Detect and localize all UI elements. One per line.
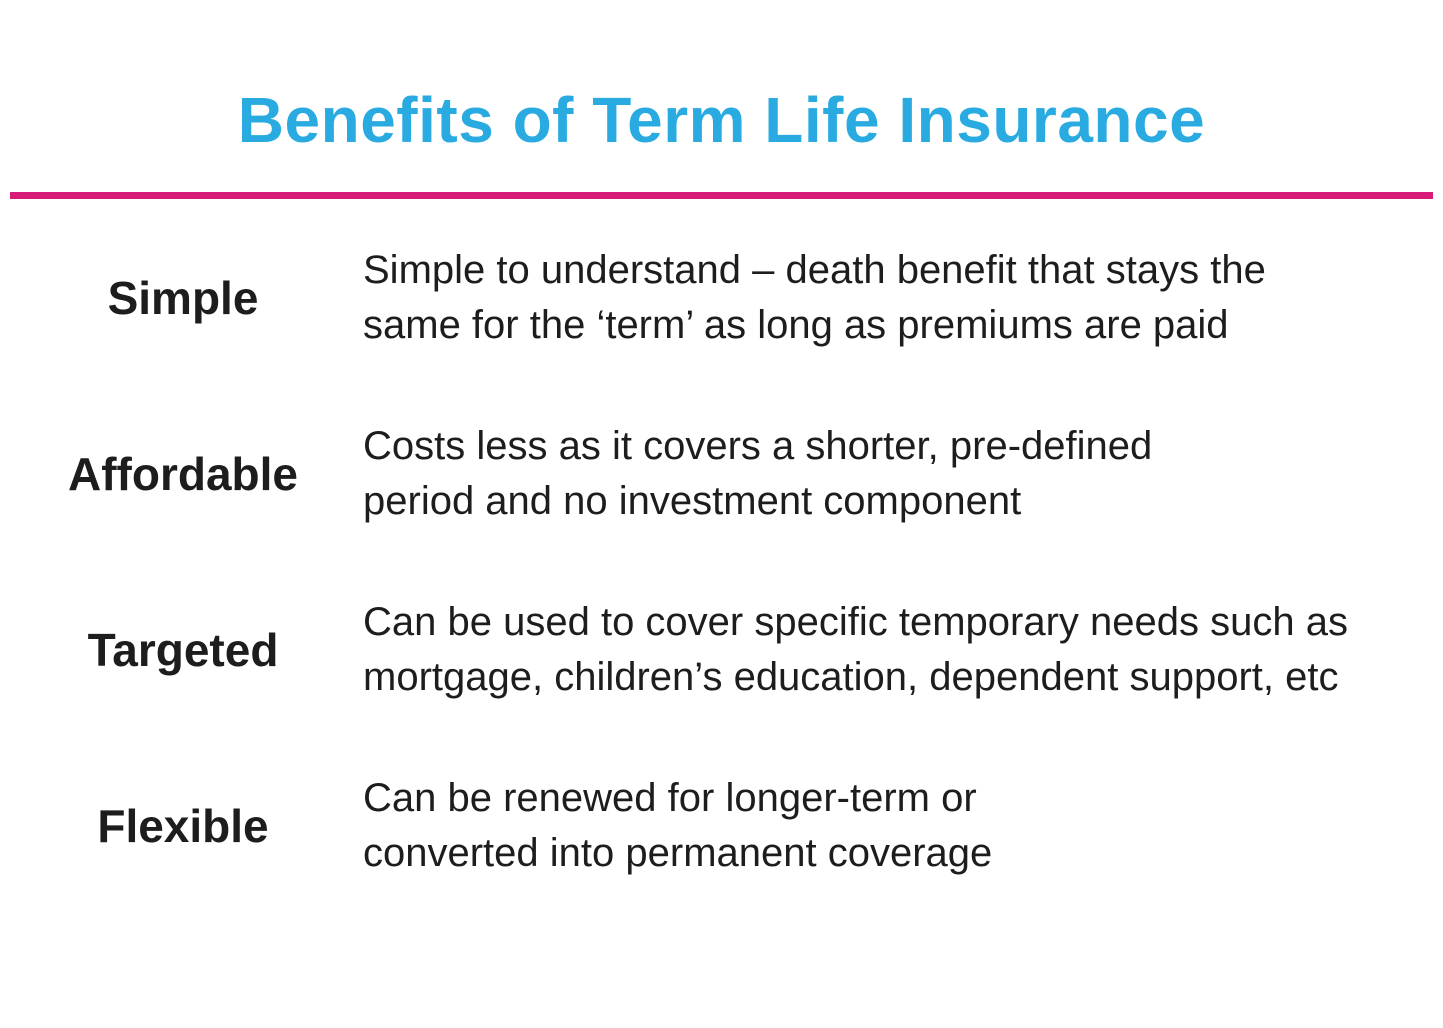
description-line: Can be renewed for longer-term or [363,776,977,820]
benefit-row-affordable: Affordable Costs less as it covers a sho… [0,419,1443,529]
description-line: mortgage, children’s education, dependen… [363,655,1339,699]
description-line: Costs less as it covers a shorter, pre-d… [363,424,1153,468]
description-line: Simple to understand – death benefit tha… [363,248,1266,292]
benefit-description-flexible: Can be renewed for longer-term or conver… [363,771,992,881]
benefit-row-simple: Simple Simple to understand – death bene… [0,243,1443,353]
benefit-label-targeted: Targeted [87,624,279,676]
benefit-row-targeted: Targeted Can be used to cover specific t… [0,595,1443,705]
benefit-description-targeted: Can be used to cover specific temporary … [363,595,1348,705]
benefit-label-affordable: Affordable [68,448,298,500]
benefit-label-simple: Simple [107,272,259,324]
title-divider [10,192,1433,199]
description-line: same for the ‘term’ as long as premiums … [363,303,1229,347]
description-line: period and no investment component [363,479,1022,523]
description-line: converted into permanent coverage [363,831,993,875]
benefit-row-flexible: Flexible Can be renewed for longer-term … [0,771,1443,881]
benefit-description-simple: Simple to understand – death benefit tha… [363,243,1266,353]
description-line: Can be used to cover specific temporary … [363,600,1348,644]
benefit-list: Simple Simple to understand – death bene… [0,243,1443,881]
benefit-description-affordable: Costs less as it covers a shorter, pre-d… [363,419,1152,529]
page-title: Benefits of Term Life Insurance [237,84,1206,156]
benefit-label-flexible: Flexible [97,800,269,852]
